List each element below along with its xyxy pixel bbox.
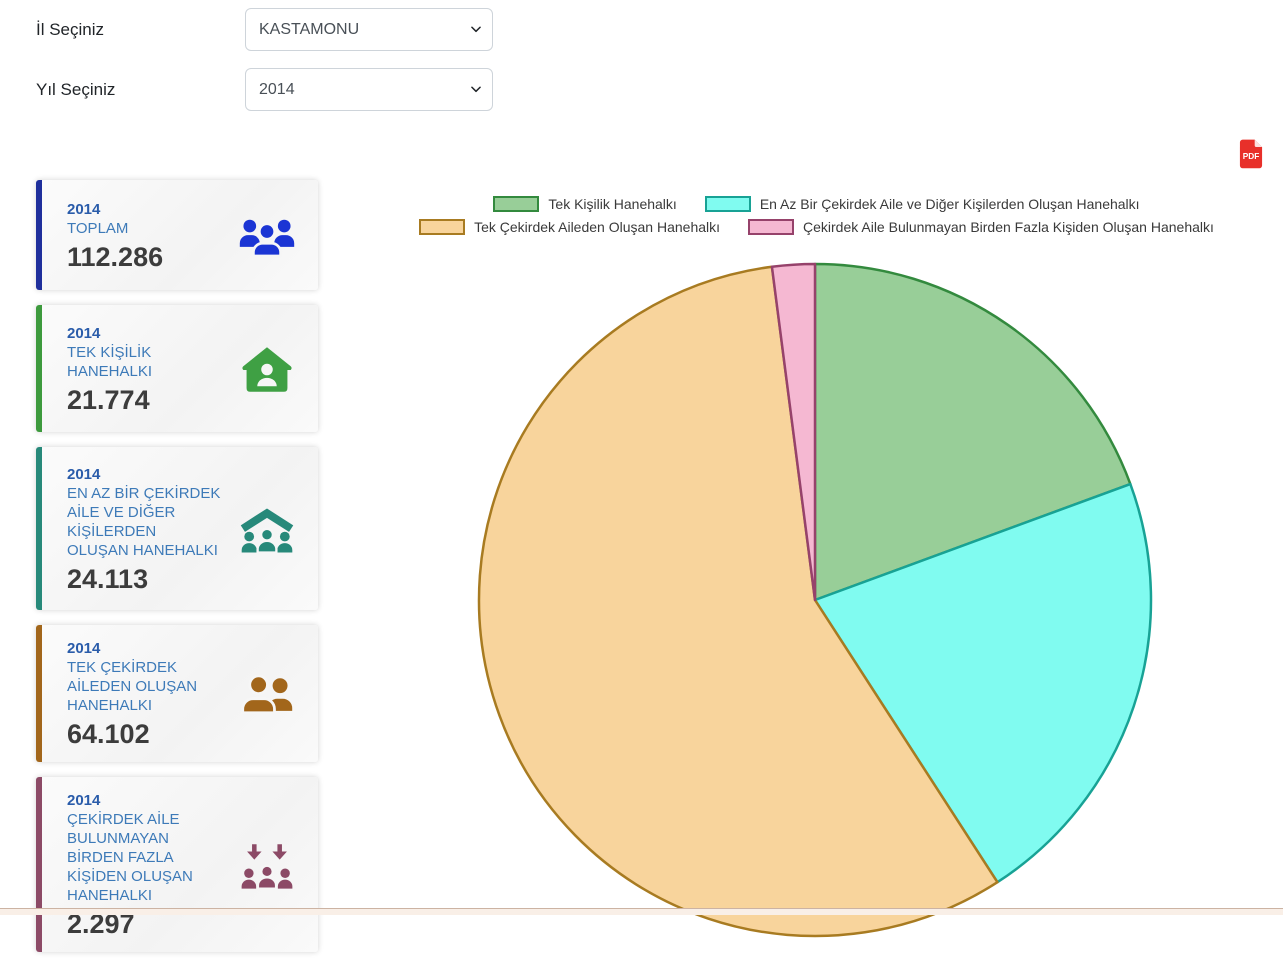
card-title: TEK KİŞİLİK HANEHALKI: [67, 343, 153, 380]
pie-legend: Tek Kişilik Hanehalkı En Az Bir Çekirdek …: [350, 196, 1283, 242]
crowd-arrows-icon: [222, 842, 312, 890]
pie-slice: [813, 262, 1132, 602]
card-year: 2014: [67, 324, 101, 342]
card-text: 2014 ÇEKİRDEK AİLE BULUNMAYAN BİRDEN FAZ…: [67, 791, 222, 940]
pie-chart: [477, 262, 1153, 938]
year-select-wrap: 2014: [245, 68, 493, 111]
card-value: 64.102: [67, 719, 150, 749]
legend-swatch: [493, 196, 540, 212]
province-select[interactable]: KASTAMONU: [245, 8, 493, 51]
card-year: 2014: [67, 465, 101, 483]
legend-item: En Az Bir Çekirdek Aile ve Diğer Kişiler…: [704, 196, 1140, 212]
two-people-icon: [222, 673, 312, 717]
province-select-label: İl Seçiniz: [36, 19, 105, 39]
stat-card-no-nuclear-family[interactable]: 2014 ÇEKİRDEK AİLE BULUNMAYAN BİRDEN FAZ…: [36, 777, 318, 952]
card-year: 2014: [67, 640, 101, 657]
pdf-icon-label: PDF: [1243, 151, 1260, 161]
card-text: 2014 TEK ÇEKİRDEK AİLEDEN OLUŞAN HANEHAL…: [67, 639, 222, 750]
stat-card-extended-family[interactable]: 2014 EN AZ BİR ÇEKİRDEK AİLE VE DİĞER Kİ…: [36, 447, 318, 610]
card-value: 112.286: [67, 241, 164, 272]
legend-row: Tek Kişilik Hanehalkı En Az Bir Çekirdek …: [479, 196, 1153, 212]
legend-item: Tek Kişilik Hanehalkı: [493, 196, 677, 212]
legend-label: Tek Kişilik Hanehalkı: [548, 196, 677, 212]
card-text: 2014 TOPLAM 112.286: [67, 200, 222, 273]
legend-row: Tek Çekirdek Aileden Oluşan Hanehalkı Çek…: [405, 219, 1228, 235]
province-select-wrap: KASTAMONU: [245, 8, 493, 51]
card-text: 2014 TEK KİŞİLİK HANEHALKI 21.774: [67, 324, 222, 416]
card-title: ÇEKİRDEK AİLE BULUNMAYAN BİRDEN FAZLA Kİ…: [67, 811, 193, 904]
legend-swatch: [748, 219, 795, 235]
year-select-label: Yıl Seçiniz: [36, 79, 116, 99]
family-roof-icon: [222, 505, 312, 555]
card-text: 2014 EN AZ BİR ÇEKİRDEK AİLE VE DİĞER Kİ…: [67, 465, 222, 595]
year-filter-row: Yıl Seçiniz 2014: [36, 68, 493, 111]
pie-slice: [770, 262, 817, 602]
legend-label: En Az Bir Çekirdek Aile ve Diğer Kişiler…: [759, 196, 1140, 212]
stat-card-nuclear-family[interactable]: 2014 TEK ÇEKİRDEK AİLEDEN OLUŞAN HANEHAL…: [36, 625, 318, 762]
stat-card-single-person[interactable]: 2014 TEK KİŞİLİK HANEHALKI 21.774: [36, 305, 318, 432]
legend-swatch: [704, 196, 751, 212]
card-value: 21.774: [67, 384, 150, 415]
legend-label: Tek Çekirdek Aileden Oluşan Hanehalkı: [474, 219, 721, 235]
card-title: TEK ÇEKİRDEK AİLEDEN OLUŞAN HANEHALKI: [67, 659, 198, 714]
year-select[interactable]: 2014: [245, 68, 493, 111]
legend-item: Çekirdek Aile Bulunmayan Birden Fazla Ki…: [748, 219, 1214, 235]
province-filter-row: İl Seçiniz KASTAMONU: [36, 8, 493, 51]
card-value: 24.113: [67, 563, 149, 594]
legend-label: Çekirdek Aile Bulunmayan Birden Fazla Ki…: [803, 219, 1214, 235]
pdf-export-button[interactable]: PDF: [1239, 138, 1263, 174]
filter-panel: İl Seçiniz KASTAMONU Yıl Seçiniz 2014: [36, 8, 493, 128]
legend-item: Tek Çekirdek Aileden Oluşan Hanehalkı: [419, 219, 720, 235]
stat-card-list: 2014 TOPLAM 112.286 2014 TEK KİŞİLİK HAN…: [36, 180, 318, 967]
people-group-icon: [222, 213, 312, 259]
stat-card-total[interactable]: 2014 TOPLAM 112.286: [36, 180, 318, 290]
card-title: EN AZ BİR ÇEKİRDEK AİLE VE DİĞER KİŞİLER…: [67, 484, 221, 559]
card-title: TOPLAM: [67, 219, 129, 237]
pdf-file-icon: PDF: [1239, 139, 1263, 169]
legend-swatch: [419, 219, 466, 235]
card-year: 2014: [67, 200, 101, 218]
pie-slice: [813, 482, 1153, 884]
bottom-strip: [0, 908, 1283, 915]
house-person-icon: [222, 345, 312, 394]
card-year: 2014: [67, 792, 101, 809]
